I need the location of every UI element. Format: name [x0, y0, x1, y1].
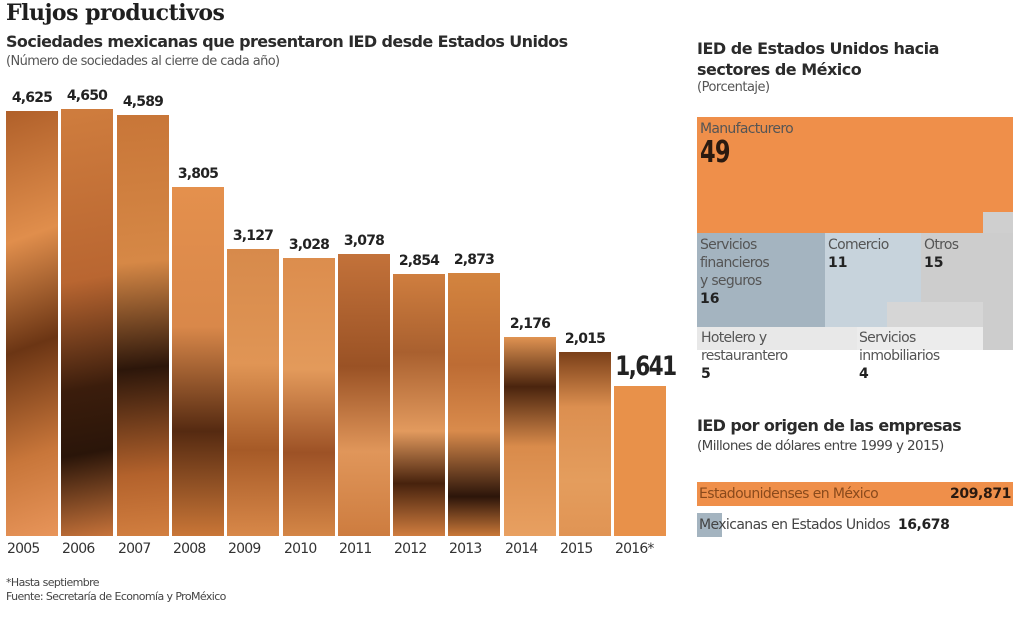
- bar-chart-plot-area: 4,625 4,650 4,589 3,805 3,127 3,028 3,078 2,854…: [6, 80, 677, 536]
- bar-value-label: 2,176: [509, 316, 551, 332]
- treemap-tile-otros-extension: [983, 327, 1013, 350]
- tile-label: Comercio: [828, 237, 889, 253]
- bar-value-label: 2,015: [564, 331, 606, 347]
- tile-label: Servicios: [700, 237, 757, 253]
- tile-label: restaurantero: [701, 348, 788, 364]
- tile-label: y seguros: [700, 273, 762, 289]
- bar-2006: [61, 108, 113, 536]
- x-tick-label: 2007: [118, 541, 151, 557]
- origin-row-value: 16,678: [897, 517, 950, 533]
- treemap-tile-manufacturero: Manufacturero 49: [697, 117, 1013, 233]
- origin-unit: (Millones de dólares entre 1999 y 2015): [697, 438, 944, 454]
- treemap-tile-servicios-financieros: Servicios financieros y seguros 16: [697, 233, 825, 327]
- origin-bar-us-in-mexico: [697, 482, 1013, 506]
- treemap-tile-otros: Otros 15: [921, 233, 1013, 327]
- bar-2011: [338, 253, 390, 536]
- tile-value: 5: [701, 366, 711, 382]
- treemap-tile-notch: [983, 212, 1013, 233]
- source-text: Fuente: Secretaría de Economía y ProMéxi…: [6, 590, 226, 603]
- bar-2015: [559, 351, 611, 536]
- chart-unit-note: (Número de sociedades al cierre de cada …: [6, 54, 280, 69]
- treemap-tile-hotelero: [697, 327, 857, 350]
- bar-2005: [6, 110, 58, 536]
- tile-value: 15: [924, 255, 944, 271]
- sectors-unit: (Porcentaje): [697, 80, 770, 95]
- bar-2013: [448, 272, 500, 536]
- bar-2014: [504, 336, 556, 536]
- treemap-tile-comercio: Comercio 11: [825, 233, 921, 327]
- bar-value-label: 2,854: [398, 253, 440, 269]
- bar-2016: [614, 385, 666, 536]
- x-tick-label: 2015: [560, 541, 593, 557]
- tile-label: Hotelero y: [701, 330, 767, 346]
- treemap-tile-inmobiliarios: [857, 327, 983, 350]
- bar-value-label: 4,650: [66, 88, 108, 104]
- sectors-treemap: Manufacturero 49 Servicios financieros y…: [697, 117, 1013, 397]
- sectors-title-line-1: IED de Estados Unidos hacia: [697, 39, 939, 58]
- sectors-title: IED de Estados Unidos hacia sectores de …: [697, 38, 939, 80]
- x-tick-label: 2008: [173, 541, 206, 557]
- x-tick-label: 2011: [339, 541, 372, 557]
- bar-value-label: 3,127: [232, 228, 274, 244]
- tile-label: Servicios: [859, 330, 916, 346]
- bar-2010: [283, 257, 335, 536]
- tile-label: Manufacturero: [700, 121, 794, 137]
- sectors-title-line-2: sectores de México: [697, 60, 862, 79]
- treemap-label-inmobiliarios: Servicios inmobiliarios 4: [859, 329, 940, 383]
- treemap-tile-shade: [887, 302, 983, 327]
- origin-bar-mexican-in-us: [697, 513, 722, 537]
- origin-row-label: Mexicanas en Estados Unidos: [699, 517, 891, 533]
- x-axis-year-labels: 2005 2006 2007 2008 2009 2010 2011 2012 2013 2014…: [6, 541, 668, 559]
- x-tick-label: 2016*: [615, 541, 654, 557]
- bar-2009: [227, 248, 279, 536]
- bar-2008: [172, 186, 224, 536]
- x-tick-label: 2013: [449, 541, 482, 557]
- bar-2012: [393, 273, 445, 536]
- origin-row-us-in-mexico: Estadounidenses en México 209,871: [699, 486, 1011, 502]
- bar-value-label: 3,078: [343, 233, 385, 249]
- bar-value-label: 2,873: [453, 252, 495, 268]
- tile-value: 11: [828, 255, 848, 271]
- x-tick-label: 2014: [505, 541, 538, 557]
- origin-row-value: 209,871: [950, 486, 1011, 502]
- x-tick-label: 2005: [7, 541, 40, 557]
- bar-value-label: 4,589: [122, 94, 164, 110]
- bar-value-label: 1,641: [615, 351, 677, 382]
- x-tick-label: 2006: [62, 541, 95, 557]
- bar-value-label: 4,625: [11, 90, 53, 106]
- tile-label: inmobiliarios: [859, 348, 940, 364]
- x-tick-label: 2009: [228, 541, 261, 557]
- tile-label: Otros: [924, 237, 959, 253]
- bar-value-label: 3,028: [288, 237, 330, 253]
- footnote-block: *Hasta septiembre Fuente: Secretaría de …: [6, 576, 226, 604]
- tile-value: 49: [700, 135, 731, 170]
- footnote-text: *Hasta septiembre: [6, 576, 100, 589]
- bar-2007: [117, 114, 169, 536]
- origin-row-mexican-in-us: Mexicanas en Estados Unidos 16,678: [699, 517, 950, 533]
- tile-value: 4: [859, 366, 869, 382]
- bar-value-label: 3,805: [177, 166, 219, 182]
- x-tick-label: 2012: [394, 541, 427, 557]
- tile-value: 16: [700, 291, 720, 307]
- origin-title: IED por origen de las empresas: [697, 416, 962, 435]
- tile-label: financieros: [700, 255, 770, 271]
- chart-subtitle: Sociedades mexicanas que presentaron IED…: [6, 32, 568, 51]
- origin-row-label: Estadounidenses en México: [699, 486, 879, 502]
- x-tick-label: 2010: [284, 541, 317, 557]
- treemap-label-hotelero: Hotelero y restaurantero 5: [701, 329, 788, 383]
- chart-title: Flujos productivos: [6, 0, 225, 26]
